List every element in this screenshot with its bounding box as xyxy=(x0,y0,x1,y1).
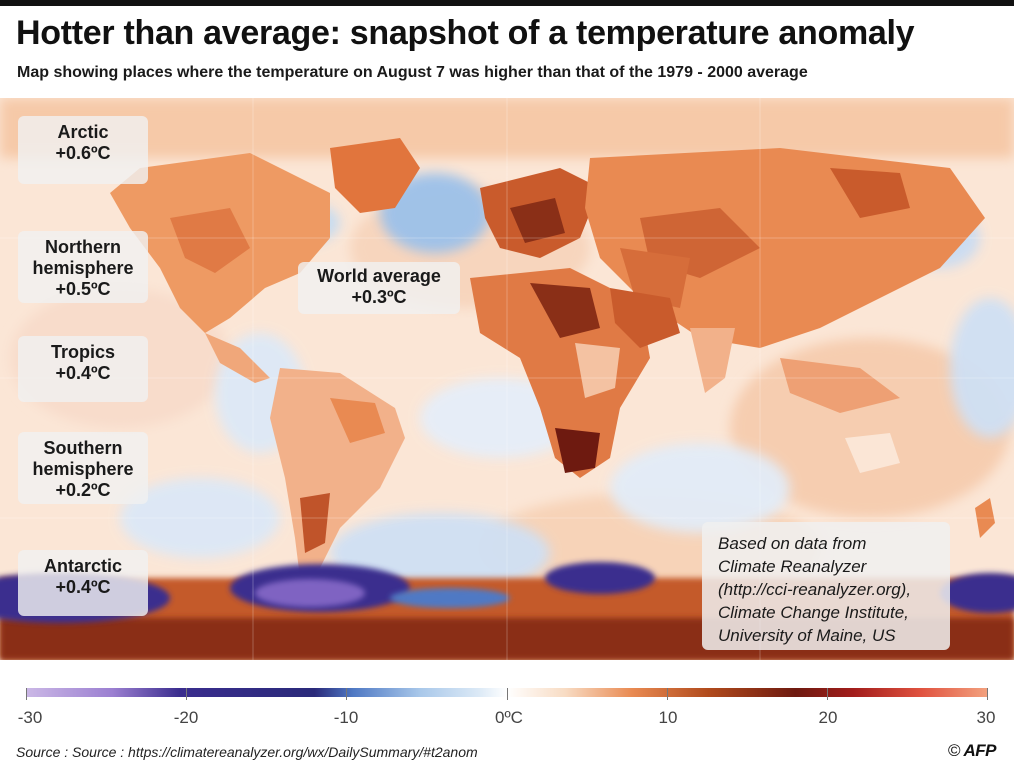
legend-tick-label: -10 xyxy=(333,708,359,727)
source-line-5: University of Maine, US xyxy=(718,626,896,645)
world-average-value: +0.3ºC xyxy=(351,287,407,307)
legend-tick-label: -30 xyxy=(17,708,43,727)
page-subtitle: Map showing places where the temperature… xyxy=(17,64,808,81)
legend-tick-label: 10 xyxy=(658,708,678,727)
source-line-1: Based on data from xyxy=(718,534,867,553)
antarctic-stat: Antarctic +0.4ºC xyxy=(18,550,148,616)
legend-tick-label: 20 xyxy=(818,708,838,727)
data-source-box: Based on data from Climate Reanalyzer (h… xyxy=(702,522,950,650)
world-average-stat: World average +0.3ºC xyxy=(298,262,460,314)
arctic-stat: Arctic +0.6ºC xyxy=(18,116,148,184)
top-rule xyxy=(0,0,1014,6)
legend-tick xyxy=(827,688,828,700)
legend-tick xyxy=(667,688,668,700)
continents xyxy=(110,138,995,578)
tropics-value: +0.4ºC xyxy=(55,363,111,383)
graticule xyxy=(0,98,1014,660)
northern-hemisphere-value: +0.5ºC xyxy=(55,279,111,299)
afp-credit: © AFP xyxy=(947,741,997,761)
legend-tick xyxy=(346,688,347,700)
legend-tick xyxy=(987,688,988,700)
northern-hemisphere-stat: Northern hemisphere +0.5ºC xyxy=(18,231,148,303)
page-title: Hotter than average: snapshot of a tempe… xyxy=(16,14,915,52)
source-line-4: Climate Change Institute, xyxy=(718,603,909,622)
tropics-stat: Tropics +0.4ºC xyxy=(18,336,148,402)
legend-tick-label: -20 xyxy=(173,708,199,727)
antarctic-label: Antarctic xyxy=(43,556,123,576)
world-average-label: World average xyxy=(317,266,441,286)
southern-hemisphere-label: Southern hemisphere xyxy=(32,438,134,479)
southern-hemisphere-value: +0.2ºC xyxy=(55,480,111,500)
legend-tick-label: 30 xyxy=(976,708,996,727)
legend-tick xyxy=(507,688,508,700)
temperature-anomaly-map: Arctic +0.6ºC Northern hemisphere +0.5ºC… xyxy=(0,98,1014,660)
legend-tick xyxy=(26,688,27,700)
afp-logo: AFP xyxy=(963,741,997,760)
legend-tick xyxy=(186,688,187,700)
source-line-2: Climate Reanalyzer xyxy=(718,557,867,576)
copyright-symbol: © xyxy=(947,741,961,760)
tropics-label: Tropics xyxy=(50,342,116,362)
temperature-legend xyxy=(26,688,988,700)
footer-source: Source : Source : https://climatereanaly… xyxy=(16,744,478,760)
antarctic-value: +0.4ºC xyxy=(55,577,111,597)
northern-hemisphere-label: Northern hemisphere xyxy=(32,237,134,278)
southern-hemisphere-stat: Southern hemisphere +0.2ºC xyxy=(18,432,148,504)
arctic-label: Arctic xyxy=(57,122,109,142)
legend-tick-label: 0ºC xyxy=(495,708,523,727)
source-line-3: (http://cci-reanalyzer.org), xyxy=(718,580,912,599)
arctic-value: +0.6ºC xyxy=(55,143,111,163)
